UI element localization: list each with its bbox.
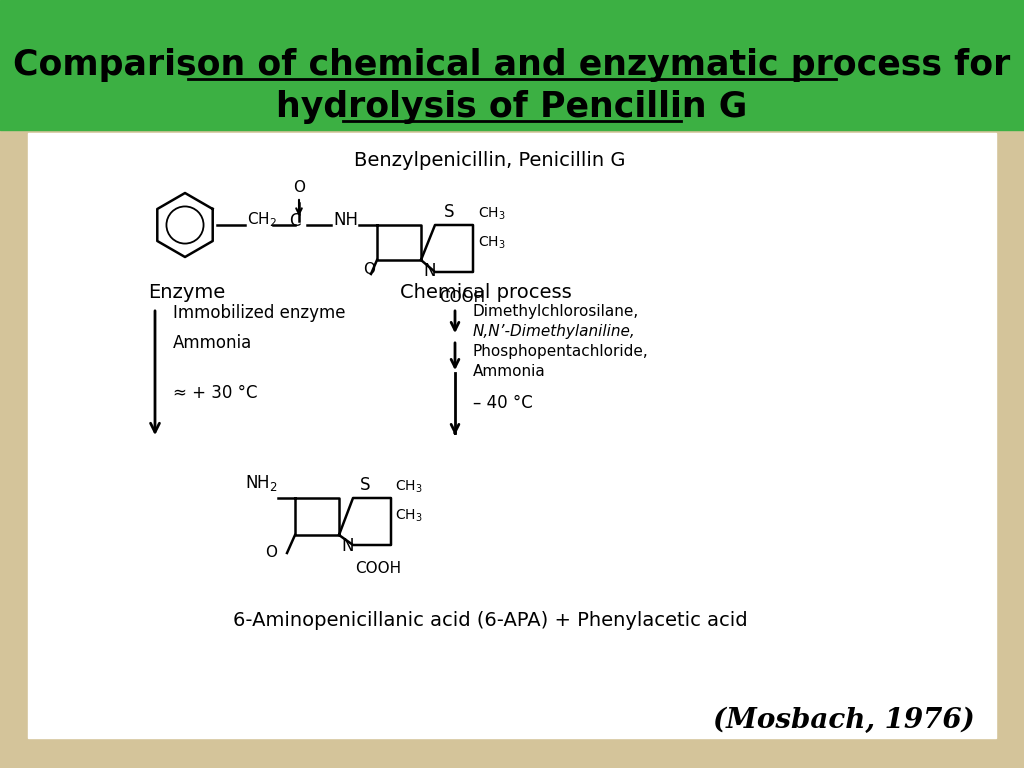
Text: – 40 °C: – 40 °C: [473, 394, 532, 412]
Text: C: C: [289, 212, 301, 230]
Text: Dimethylchlorosilane,: Dimethylchlorosilane,: [473, 304, 639, 319]
Text: Benzylpenicillin, Penicillin G: Benzylpenicillin, Penicillin G: [354, 151, 626, 170]
Text: CH$_3$: CH$_3$: [395, 507, 423, 524]
Text: CH$_3$: CH$_3$: [478, 234, 506, 250]
Text: Chemical process: Chemical process: [400, 283, 571, 303]
Text: ≈ + 30 °C: ≈ + 30 °C: [173, 384, 257, 402]
Text: N: N: [423, 262, 435, 280]
Text: Ammonia: Ammonia: [173, 334, 252, 352]
Text: O: O: [293, 180, 305, 195]
Text: S: S: [443, 203, 455, 221]
Text: 6-Aminopenicillanic acid (6-APA) + Phenylacetic acid: 6-Aminopenicillanic acid (6-APA) + Pheny…: [232, 611, 748, 630]
Text: Enzyme: Enzyme: [148, 283, 225, 303]
Text: NH$_2$: NH$_2$: [245, 473, 278, 493]
Text: N,N’-Dimethylaniline,: N,N’-Dimethylaniline,: [473, 324, 636, 339]
Text: N: N: [341, 537, 353, 555]
Text: CH$_3$: CH$_3$: [478, 206, 506, 222]
Text: Immobilized enzyme: Immobilized enzyme: [173, 304, 345, 322]
Text: O: O: [265, 545, 278, 560]
Text: CH$_3$: CH$_3$: [395, 478, 423, 495]
Bar: [0, 0, 1024, 130]
Text: COOH: COOH: [439, 290, 485, 305]
Text: hydrolysis of Pencillin G: hydrolysis of Pencillin G: [276, 90, 748, 124]
Text: S: S: [359, 476, 371, 494]
Text: O: O: [362, 262, 375, 277]
Text: NH: NH: [333, 211, 358, 229]
Text: Ammonia: Ammonia: [473, 364, 546, 379]
Text: COOH: COOH: [355, 561, 401, 576]
Text: Comparison of chemical and enzymatic process for: Comparison of chemical and enzymatic pro…: [13, 48, 1011, 82]
Text: Phosphopentachloride,: Phosphopentachloride,: [473, 344, 649, 359]
Text: (Mosbach, 1976): (Mosbach, 1976): [714, 707, 975, 733]
Bar: [28, 133, 996, 738]
Text: CH$_2$: CH$_2$: [247, 210, 276, 229]
